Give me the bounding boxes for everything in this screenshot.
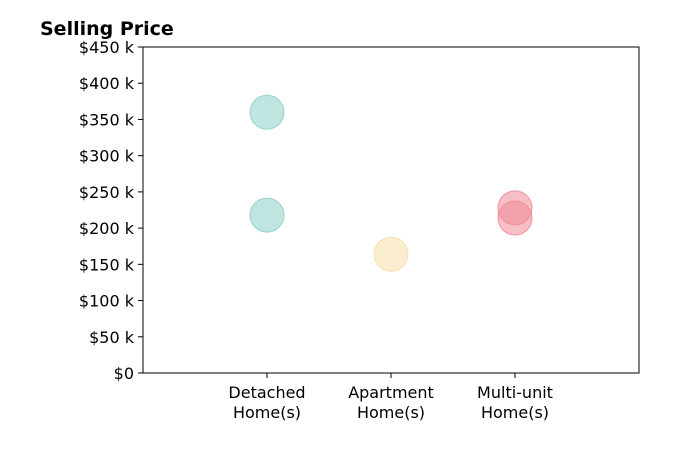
y-axis: $0 $50 k $100 k $150 k $200 k $250 k $300 k $35… [79, 38, 143, 383]
plot-area-frame [142, 46, 640, 374]
x-tick-label: Multi-unit Home(s) [477, 383, 553, 422]
x-tick-label: Apartment Home(s) [348, 383, 434, 422]
chart-title: Selling Price [40, 18, 174, 40]
y-tick-label: $250 k [79, 183, 135, 202]
y-tick-label: $50 k [89, 328, 135, 347]
x-tick-label-line1: Apartment [348, 383, 434, 402]
x-axis: Detached Home(s)Apartment Home(s)Multi-uni… [228, 373, 553, 422]
y-tick-label: $100 k [79, 292, 135, 311]
x-tick-label-line1: Detached [228, 383, 305, 402]
x-tick-label-line2: Home(s) [233, 403, 301, 422]
data-point [249, 94, 285, 130]
x-tick-label-line1: Multi-unit [477, 383, 553, 402]
y-tick-label: $450 k [79, 38, 135, 57]
y-tick-label: $150 k [79, 255, 135, 274]
data-point [497, 200, 533, 236]
y-tick-label: $350 k [79, 110, 135, 129]
y-tick-label: $400 k [79, 74, 135, 93]
y-tick-label: $0 [114, 364, 134, 383]
y-tick-label: $300 k [79, 147, 135, 166]
data-points [249, 94, 533, 272]
x-tick-label-line2: Home(s) [357, 403, 425, 422]
x-tick-label: Detached Home(s) [228, 383, 305, 422]
data-point [373, 236, 409, 272]
data-point [249, 197, 285, 233]
x-tick-label-line2: Home(s) [481, 403, 549, 422]
y-tick-label: $200 k [79, 219, 135, 238]
